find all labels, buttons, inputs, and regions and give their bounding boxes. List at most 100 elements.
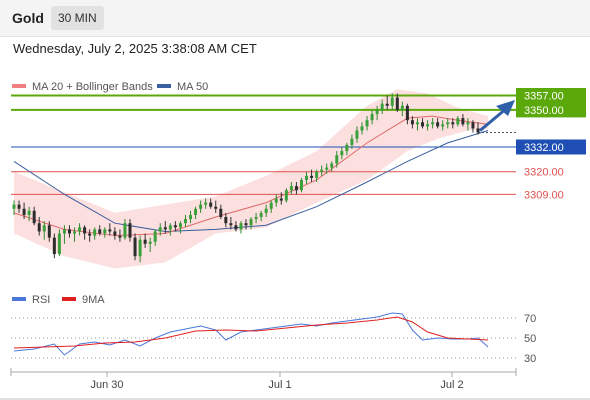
candle-body (400, 105, 404, 110)
candle-body (426, 124, 430, 127)
candle-body (436, 122, 440, 127)
candle-body (93, 229, 97, 236)
candle-body (133, 237, 137, 257)
candle-body (441, 124, 445, 127)
candle-body (330, 163, 334, 168)
candle-body (350, 138, 354, 145)
rsi-tick-30: 30 (524, 353, 536, 365)
candle-body (471, 122, 475, 129)
candle-body (118, 235, 122, 238)
candle-body (299, 179, 303, 191)
candle-body (320, 169, 324, 172)
candle-body (189, 214, 193, 220)
candle-body (57, 233, 61, 255)
candle-body (209, 202, 213, 207)
candle-body (42, 225, 46, 232)
level-label-3332.00: 3332.00 (524, 142, 564, 154)
candle-body (259, 212, 263, 218)
candle-body (380, 103, 384, 110)
level-label-3320.00: 3320.00 (524, 167, 564, 179)
candle-body (415, 122, 419, 125)
candle-body (143, 239, 147, 244)
candle-body (289, 186, 293, 191)
candle-body (37, 223, 41, 232)
candle-body (421, 122, 425, 127)
legend-label-0: MA 20 + Bollinger Bands (32, 81, 153, 93)
candle-body (325, 167, 329, 170)
candle-body (113, 231, 117, 236)
candle-body (274, 198, 278, 203)
candle-body (214, 206, 218, 209)
candle-body (67, 229, 71, 234)
candle-body (431, 122, 435, 125)
candle-body (168, 225, 172, 230)
candle-body (22, 208, 26, 215)
candle-body (385, 103, 389, 106)
candle-body (178, 223, 182, 228)
x-tick-label-2: Jul 2 (440, 379, 463, 391)
bollinger-band-area (14, 89, 489, 269)
rsi-legend-label-1: 9MA (82, 294, 105, 306)
x-tick-label-0: Jun 30 (90, 379, 123, 391)
candle-body (219, 208, 223, 218)
candle-body (405, 105, 409, 121)
timeframe-button[interactable]: 30 MIN (51, 6, 104, 30)
candle-body (62, 229, 66, 234)
candle-body (32, 210, 36, 224)
legend-label-1: MA 50 (177, 81, 208, 93)
candle-body (78, 227, 82, 232)
candle-body (340, 151, 344, 156)
candle-body (229, 223, 233, 226)
candle-body (52, 237, 56, 255)
candle-body (365, 120, 369, 127)
chart-datetime: Wednesday, July 2, 2025 3:38:08 AM CET (13, 41, 257, 56)
candle-body (310, 175, 314, 178)
candle-body (461, 118, 465, 125)
level-tag-3350.00 (516, 102, 586, 118)
candle-body (199, 204, 203, 209)
candle-body (466, 122, 470, 125)
legend-swatch-1 (157, 84, 171, 88)
candle-body (47, 225, 51, 238)
candle-body (224, 217, 228, 224)
candle-body (234, 225, 238, 230)
candle-body (148, 241, 152, 244)
bottom-border (0, 398, 590, 400)
rsi-legend-swatch-0 (12, 297, 26, 301)
header-bar: Gold 30 MIN (0, 0, 590, 37)
candle-body (138, 239, 142, 257)
candle-body (315, 171, 319, 178)
level-label-3350.00: 3350.00 (524, 105, 564, 117)
legend-swatch-0 (12, 84, 26, 88)
candle-body (83, 227, 87, 234)
candle-body (249, 219, 253, 226)
candle-body (128, 223, 132, 238)
candle-body (294, 186, 298, 191)
candle-body (360, 126, 364, 131)
candle-body (17, 204, 21, 209)
candle-body (345, 144, 349, 152)
candle-body (27, 210, 31, 215)
candle-body (390, 97, 394, 106)
candle-body (456, 118, 460, 125)
rsi-ma9-line (13, 316, 489, 349)
trend-arrow-shaft (479, 106, 508, 132)
x-tick-label-1: Jul 1 (268, 379, 291, 391)
candle-body (153, 231, 157, 242)
candle-body (12, 204, 16, 209)
rsi-legend-label-0: RSI (32, 294, 50, 306)
rsi-tick-50: 50 (524, 333, 536, 345)
rsi-tick-70: 70 (524, 313, 536, 325)
level-label-3357.00: 3357.00 (524, 90, 564, 102)
candle-body (375, 109, 379, 115)
trend-arrow-head (496, 100, 515, 116)
candle-body (264, 208, 268, 213)
candle-body (183, 219, 187, 224)
candle-body (158, 227, 162, 232)
candle-body (108, 229, 112, 232)
candle-body (254, 217, 258, 220)
ma50-line (13, 130, 489, 232)
instrument-title: Gold (12, 10, 44, 26)
candle-body (370, 114, 374, 121)
